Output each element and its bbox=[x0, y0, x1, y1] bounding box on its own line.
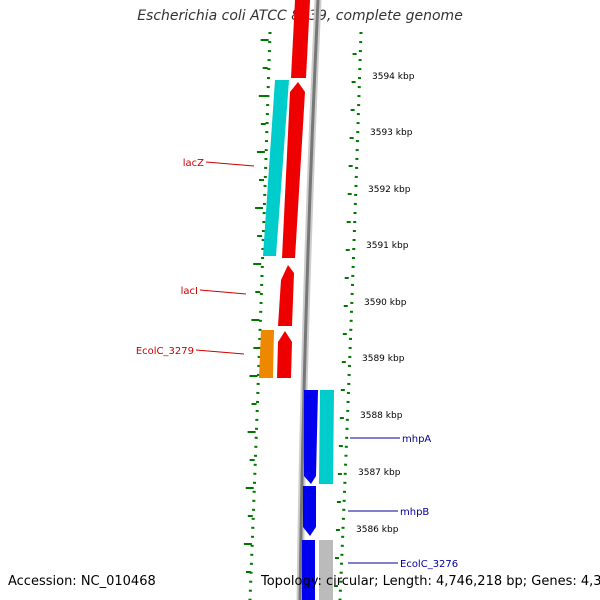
blue-gene-mhpb[interactable] bbox=[303, 486, 316, 536]
kbp-label: 3587 kbp bbox=[358, 468, 401, 478]
tick-marks-right bbox=[333, 53, 357, 587]
gene-label-line bbox=[199, 289, 247, 295]
gene-label[interactable]: mhpA bbox=[402, 434, 431, 445]
kbp-label: 3591 kbp bbox=[366, 241, 409, 251]
cyan-gene-lacz[interactable] bbox=[263, 80, 289, 256]
backbone-line bbox=[298, 0, 320, 600]
gene-label-line bbox=[195, 349, 245, 355]
gene-labels: lacZ lacI EcolC_3279 mhpA mhpB EcolC_3276 bbox=[136, 158, 458, 570]
kbp-labels: 3594 kbp 3593 kbp 3592 kbp 3591 kbp 3590 kbp… bbox=[356, 72, 415, 535]
red-gene-lacz[interactable] bbox=[282, 82, 305, 258]
gray-gene[interactable] bbox=[319, 540, 333, 600]
orange-gene[interactable] bbox=[259, 330, 274, 378]
topology-text: Topology: circular; Length: 4,746,218 bp… bbox=[261, 574, 600, 589]
label-lines bbox=[195, 161, 400, 564]
blue-gene-ecolc[interactable] bbox=[302, 540, 315, 600]
kbp-label: 3594 kbp bbox=[372, 72, 415, 82]
kbp-label: 3589 kbp bbox=[362, 354, 405, 364]
tick-marks-left bbox=[243, 39, 269, 573]
accession-text: Accession: NC_010468 bbox=[8, 574, 156, 589]
ruler-dots-left bbox=[248, 31, 272, 600]
red-gene-laci[interactable] bbox=[278, 265, 294, 326]
kbp-label: 3593 kbp bbox=[370, 128, 413, 138]
red-gene-small[interactable] bbox=[277, 331, 292, 378]
gene-features bbox=[259, 0, 334, 600]
gene-label[interactable]: mhpB bbox=[400, 507, 429, 518]
kbp-label: 3592 kbp bbox=[368, 185, 411, 195]
gene-label[interactable]: lacI bbox=[181, 286, 198, 297]
cyan-gene-mhpa[interactable] bbox=[319, 390, 334, 484]
kbp-label: 3586 kbp bbox=[356, 525, 399, 535]
ruler-dots-right bbox=[338, 31, 363, 600]
red-gene-top[interactable] bbox=[291, 0, 310, 78]
kbp-label: 3590 kbp bbox=[364, 298, 407, 308]
blue-gene-mhpa[interactable] bbox=[304, 390, 318, 484]
gene-label[interactable]: EcolC_3279 bbox=[136, 346, 194, 357]
gene-label[interactable]: lacZ bbox=[183, 158, 204, 169]
kbp-label: 3588 kbp bbox=[360, 411, 403, 421]
gene-label[interactable]: EcolC_3276 bbox=[400, 559, 458, 570]
gene-label-line bbox=[205, 161, 255, 167]
